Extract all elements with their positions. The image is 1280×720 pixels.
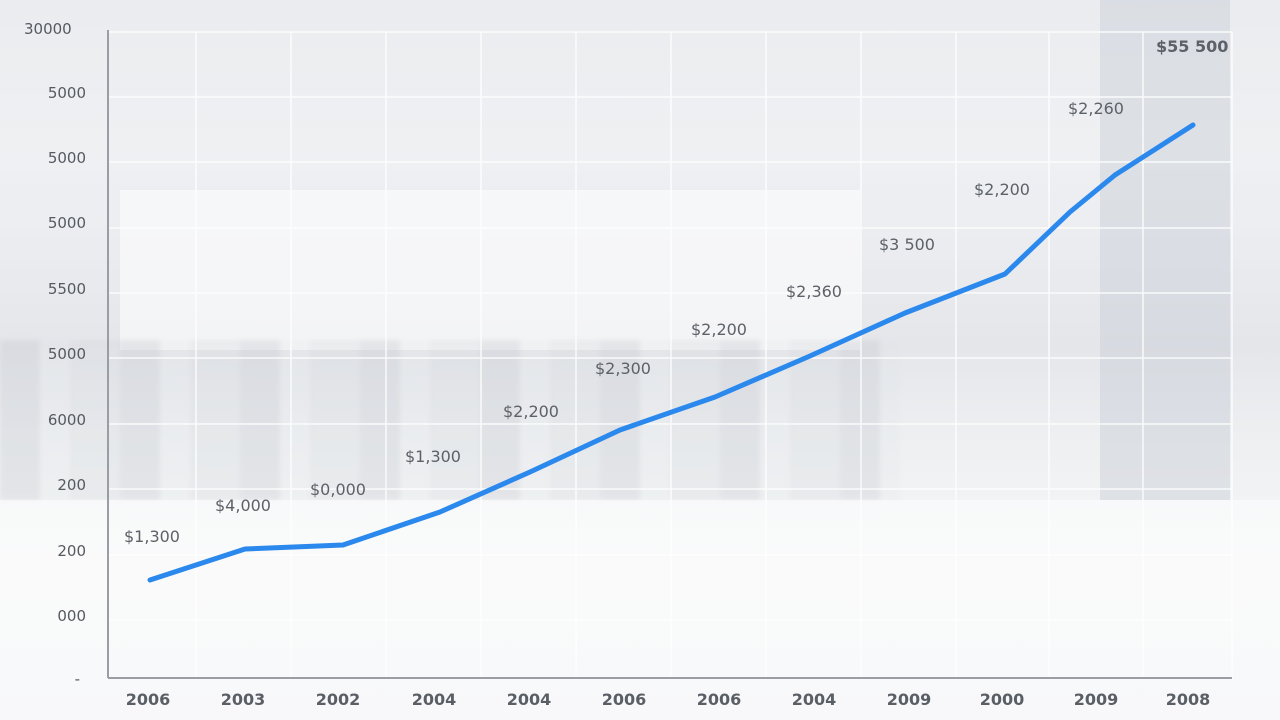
data-line (147, 122, 1196, 583)
y-tick-label: 5500 (47, 280, 86, 298)
y-tick-label: 5000 (47, 345, 86, 363)
data-label: $0,000 (310, 480, 366, 499)
data-label: $2,300 (595, 359, 651, 378)
x-tick-label: 2004 (506, 690, 552, 709)
x-tick-label: 2006 (125, 690, 171, 709)
x-tick-label: 2003 (220, 690, 266, 709)
x-tick-label: 2006 (601, 690, 647, 709)
y-tick-label: 000 (57, 607, 86, 625)
data-label: $1,300 (124, 527, 180, 546)
x-tick-label: 2002 (315, 690, 361, 709)
data-label: $2,260 (1068, 99, 1124, 118)
x-tick-label: 2006 (696, 690, 742, 709)
data-label: $3 500 (879, 235, 935, 254)
x-tick-label: 2009 (886, 690, 932, 709)
y-tick-label: 5000 (47, 84, 86, 102)
data-label: $4,000 (215, 496, 271, 515)
x-tick-label: 2009 (1073, 690, 1119, 709)
grid-lines (108, 31, 1233, 678)
data-label: $2,200 (691, 320, 747, 339)
y-tick-label: - (74, 670, 80, 688)
data-label: $1,300 (405, 447, 461, 466)
y-tick-label: 30000 (24, 20, 72, 38)
y-tick-label: 5000 (47, 149, 86, 167)
x-tick-label: 2000 (979, 690, 1025, 709)
data-label: $2,200 (503, 402, 559, 421)
x-tick-label: 2004 (411, 690, 457, 709)
y-tick-label: 5000 (47, 214, 86, 232)
axes (107, 30, 1232, 679)
x-tick-label: 2004 (791, 690, 837, 709)
x-tick-label: 2008 (1165, 690, 1211, 709)
y-tick-label: 6000 (47, 411, 86, 429)
data-label: $2,360 (786, 282, 842, 301)
data-label: $55 500 (1156, 37, 1229, 56)
y-tick-label: 200 (57, 476, 86, 494)
data-label: $2,200 (974, 180, 1030, 199)
y-tick-label: 200 (57, 542, 86, 560)
